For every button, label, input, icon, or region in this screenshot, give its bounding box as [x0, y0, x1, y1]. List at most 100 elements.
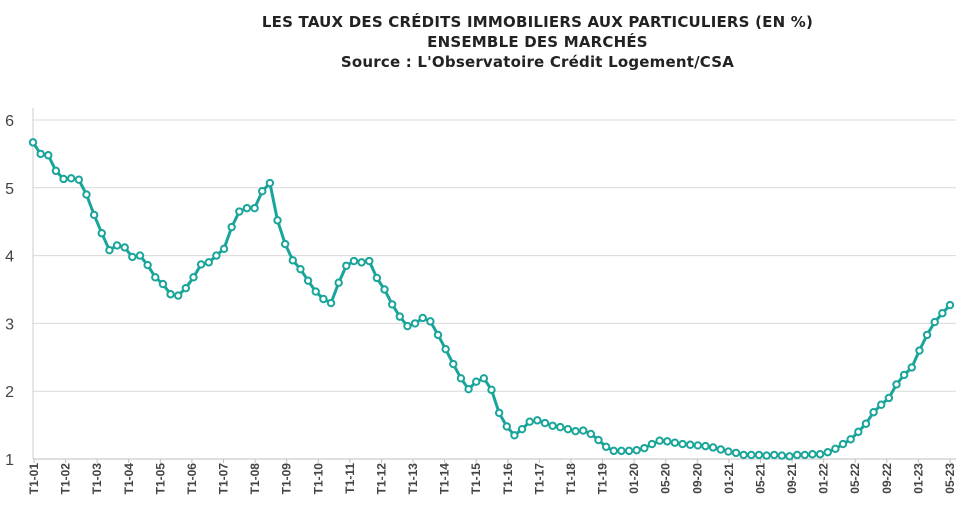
data-point: [433, 330, 443, 340]
data-point: [945, 300, 955, 310]
data-point: [357, 258, 366, 267]
data-point: [655, 436, 664, 445]
data-point: [770, 450, 779, 460]
x-tick-label: T1-16: [501, 463, 515, 495]
data-point: [242, 203, 252, 213]
x-tick-label: 09-22: [880, 463, 894, 494]
data-point: [189, 273, 198, 282]
x-tick-label: 05-23: [943, 463, 957, 494]
data-point: [273, 216, 282, 225]
data-point: [449, 359, 458, 369]
series-group: [28, 138, 955, 461]
x-tick-label: 05-22: [848, 463, 862, 494]
data-point: [861, 419, 871, 428]
data-point: [372, 273, 382, 283]
x-tick-label: T1-12: [374, 463, 388, 495]
x-tick-label: 01-22: [817, 463, 831, 494]
data-point: [594, 435, 603, 445]
data-point: [716, 445, 725, 454]
data-point: [143, 260, 152, 270]
data-point: [28, 138, 38, 147]
data-point: [838, 439, 848, 449]
x-tick-label: T1-19: [596, 463, 610, 495]
data-point: [624, 446, 634, 456]
data-point: [472, 377, 481, 386]
data-point: [731, 448, 741, 458]
y-tick-label: 6: [5, 113, 14, 130]
data-point: [112, 241, 122, 250]
data-point: [181, 283, 191, 293]
data-point: [632, 445, 641, 455]
data-point: [128, 252, 137, 262]
data-point: [670, 438, 680, 447]
data-point: [494, 408, 504, 418]
data-point: [426, 317, 435, 326]
data-point: [678, 439, 687, 449]
x-tick-label: T1-05: [153, 463, 167, 495]
x-tick-label: T1-11: [343, 463, 357, 494]
y-tick-label: 4: [5, 249, 14, 266]
y-tick-labels: 1 2 3 4 5 6: [5, 113, 14, 469]
x-tick-label: 01-20: [627, 463, 641, 494]
data-point: [915, 346, 924, 355]
axes: [32, 108, 956, 463]
data-point: [556, 422, 565, 432]
data-point: [67, 174, 76, 183]
data-point: [74, 175, 84, 184]
series-line: [31, 141, 952, 458]
data-point: [663, 437, 672, 446]
data-point: [410, 319, 420, 328]
data-point: [135, 251, 145, 260]
data-point: [854, 427, 863, 437]
data-point: [166, 290, 175, 299]
data-point: [380, 285, 389, 294]
data-point: [533, 416, 542, 425]
data-point: [105, 245, 114, 255]
data-point: [227, 222, 236, 232]
data-point: [403, 321, 412, 331]
data-point: [219, 244, 229, 254]
data-point: [877, 400, 886, 409]
data-point: [579, 426, 588, 435]
data-point: [525, 417, 534, 426]
data-point: [342, 261, 351, 270]
data-point: [808, 450, 817, 459]
data-point: [899, 370, 909, 380]
y-tick-label: 5: [5, 181, 14, 198]
data-point: [151, 273, 160, 282]
data-point: [693, 441, 703, 450]
data-point: [785, 452, 794, 461]
x-tick-label: 01-21: [722, 463, 736, 494]
data-point: [326, 298, 336, 308]
data-point: [640, 443, 649, 453]
data-point: [120, 243, 129, 252]
data-point: [280, 239, 290, 249]
chart-titles: LES TAUX DES CRÉDITS IMMOBILIERS AUX PAR…: [0, 12, 965, 72]
data-point: [792, 450, 802, 460]
x-tick-label: T1-18: [564, 463, 578, 495]
data-point: [196, 260, 206, 269]
data-point: [418, 313, 427, 323]
data-point: [685, 440, 695, 449]
data-point: [365, 256, 374, 266]
data-point: [387, 300, 397, 309]
data-point: [892, 380, 901, 389]
x-tick-labels: T1-01 T1-02 T1-03 T1-04 T1-05 T1-06 T1-07 T1-08…: [27, 463, 957, 495]
data-point: [510, 431, 519, 440]
data-point: [517, 424, 527, 434]
y-tick-label: 2: [5, 384, 14, 401]
data-point: [701, 441, 710, 451]
data-point: [540, 418, 550, 428]
data-point: [724, 447, 733, 456]
y-tick-label: 1: [5, 452, 14, 469]
data-point: [831, 444, 840, 454]
chart-title: LES TAUX DES CRÉDITS IMMOBILIERS AUX PAR…: [261, 13, 814, 31]
data-point: [777, 451, 787, 460]
x-tick-label: 09-21: [785, 463, 799, 494]
x-tick-label: T1-17: [532, 463, 546, 495]
data-point: [586, 429, 596, 439]
data-point: [44, 151, 53, 160]
x-tick-label: T1-06: [185, 463, 199, 495]
data-point: [158, 279, 168, 289]
grid-lines: [33, 119, 956, 392]
